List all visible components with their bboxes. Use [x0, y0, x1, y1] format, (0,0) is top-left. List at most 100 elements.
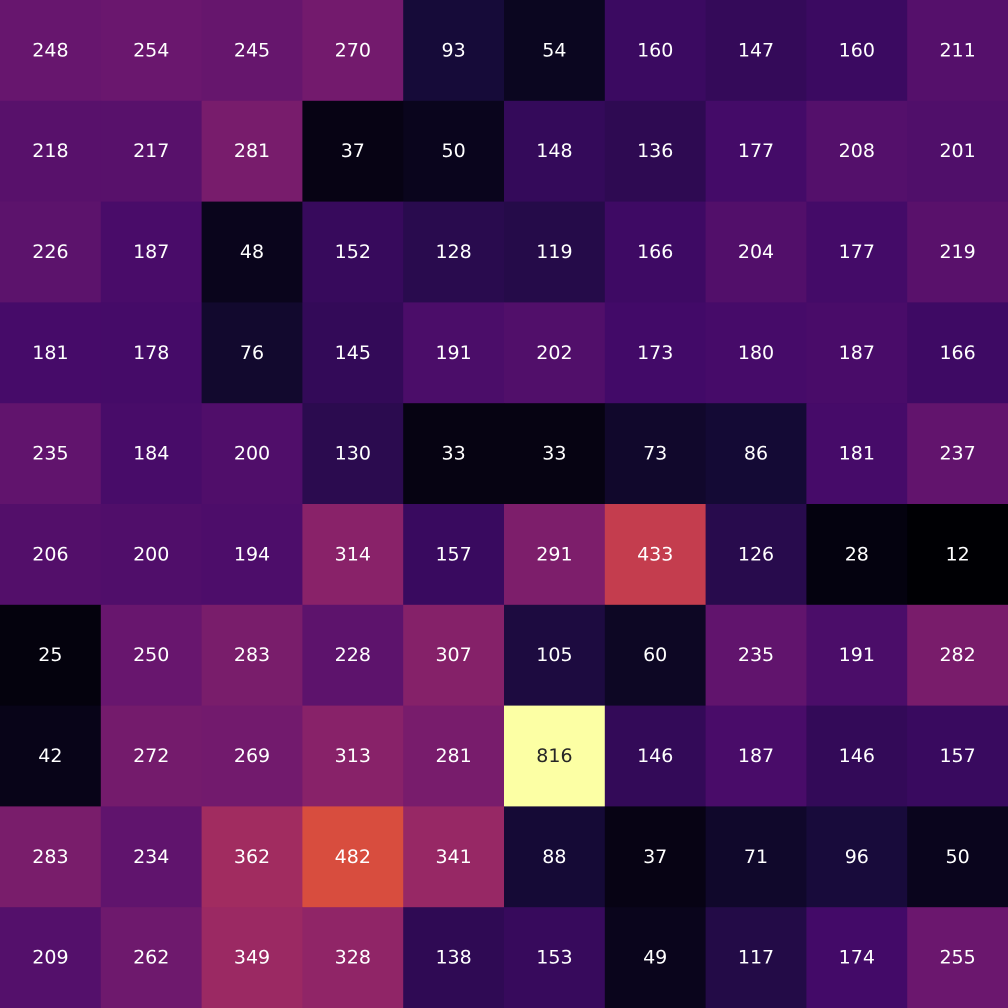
- heatmap-cell: [705, 907, 807, 1008]
- heatmap-cell-labels: 248 254 245 270 93 54 160 147 160 211 218 217 281 37 5…: [32, 39, 975, 968]
- heatmap-cell-label: 204: [738, 241, 774, 263]
- heatmap-cell-label: 37: [643, 846, 667, 868]
- heatmap-cell-label: 281: [234, 140, 270, 162]
- heatmap-cell-label: 181: [32, 342, 68, 364]
- heatmap-cell-label: 341: [435, 846, 471, 868]
- heatmap-cell: [302, 604, 404, 707]
- heatmap-cell-label: 48: [240, 241, 264, 263]
- heatmap-cell-label: 433: [637, 543, 673, 565]
- heatmap-cell-label: 54: [542, 39, 566, 61]
- heatmap-cell: [705, 403, 807, 505]
- heatmap-cell-label: 166: [637, 241, 673, 263]
- heatmap-cell: [907, 907, 1008, 1008]
- heatmap-cell-label: 250: [133, 644, 169, 666]
- heatmap-cell-label: 145: [335, 342, 371, 364]
- heatmap-cell-label: 28: [845, 543, 869, 565]
- heatmap-cell-label: 245: [234, 39, 270, 61]
- heatmap-cell-label: 73: [643, 443, 667, 465]
- heatmap-cell: [0, 806, 102, 908]
- heatmap-cell: [907, 403, 1008, 505]
- heatmap-cell: [100, 100, 203, 203]
- heatmap-cell: [100, 806, 203, 908]
- heatmap-cell: [302, 705, 404, 807]
- heatmap-cell: [705, 806, 807, 908]
- heatmap-cell: [806, 705, 908, 807]
- heatmap-cell-label: 281: [435, 745, 471, 767]
- heatmap-cell: [302, 403, 404, 505]
- heatmap-cell: [201, 806, 303, 908]
- heatmap-cell: [100, 0, 203, 102]
- heatmap-cell-label: 328: [335, 947, 371, 969]
- heatmap-cell-label: 282: [939, 644, 975, 666]
- heatmap-cell-label: 206: [32, 543, 68, 565]
- heatmap-cell-label: 283: [32, 846, 68, 868]
- heatmap-cell: [201, 100, 303, 203]
- heatmap-cell-label: 160: [839, 39, 875, 61]
- heatmap-cell: [604, 806, 707, 908]
- heatmap-cell: [201, 302, 303, 404]
- heatmap-cell-label: 816: [536, 745, 572, 767]
- heatmap-cell: [302, 907, 404, 1008]
- heatmap-cell: [0, 907, 102, 1008]
- heatmap-cell: [806, 907, 908, 1008]
- heatmap-cell: [907, 504, 1008, 606]
- heatmap-cell: [302, 302, 404, 404]
- heatmap-cell-label: 349: [234, 947, 270, 969]
- heatmap-cell: [0, 604, 102, 707]
- heatmap-cell: [100, 201, 203, 303]
- heatmap-cell: [403, 604, 505, 707]
- heatmap-cell-label: 187: [738, 745, 774, 767]
- heatmap-cell-label: 138: [435, 947, 471, 969]
- heatmap-cell-label: 234: [133, 846, 169, 868]
- heatmap-cell: [604, 100, 707, 203]
- heatmap-cell-label: 76: [240, 342, 264, 364]
- heatmap-cell: [806, 201, 908, 303]
- heatmap-cell: [201, 201, 303, 303]
- heatmap-cell: [100, 907, 203, 1008]
- heatmap-cell-label: 180: [738, 342, 774, 364]
- heatmap-cell-label: 248: [32, 39, 68, 61]
- heatmap-cell: [806, 0, 908, 102]
- heatmap-cell: [201, 705, 303, 807]
- heatmap-cell: [302, 100, 404, 203]
- heatmap-cell-label: 202: [536, 342, 572, 364]
- heatmap-cell: [201, 604, 303, 707]
- heatmap-cell-label: 194: [234, 543, 270, 565]
- heatmap-cell: [504, 504, 606, 606]
- heatmap-cell: [201, 0, 303, 102]
- heatmap-cell-label: 211: [939, 39, 975, 61]
- heatmap-cell: [504, 302, 606, 404]
- heatmap-cell: [100, 705, 203, 807]
- heatmap-cell-label: 136: [637, 140, 673, 162]
- heatmap-cell-label: 93: [442, 39, 466, 61]
- heatmap-cell-label: 147: [738, 39, 774, 61]
- heatmap-cell-label: 152: [335, 241, 371, 263]
- heatmap-cell: [806, 604, 908, 707]
- heatmap-cell: [0, 403, 102, 505]
- heatmap-cell-label: 269: [234, 745, 270, 767]
- heatmap-cell: [806, 504, 908, 606]
- heatmap-cell-label: 42: [38, 745, 62, 767]
- heatmap-cell: [0, 0, 102, 102]
- heatmap-cell-label: 160: [637, 39, 673, 61]
- heatmap-cell-label: 209: [32, 947, 68, 969]
- heatmap-cell: [302, 504, 404, 606]
- heatmap-cell-label: 96: [845, 846, 869, 868]
- heatmap-cell: [806, 302, 908, 404]
- heatmap-cell-label: 362: [234, 846, 270, 868]
- heatmap-cell: [403, 806, 505, 908]
- heatmap-cell: [0, 100, 102, 203]
- heatmap-cell-label: 128: [435, 241, 471, 263]
- heatmap-cell: [705, 201, 807, 303]
- heatmap-cell: [504, 403, 606, 505]
- heatmap-cell: [403, 201, 505, 303]
- heatmap-cell-label: 237: [939, 443, 975, 465]
- heatmap-cell: [907, 604, 1008, 707]
- heatmap-cell: [806, 806, 908, 908]
- heatmap-cell: [504, 806, 606, 908]
- heatmap-cell: [604, 504, 707, 606]
- heatmap-cell: [504, 100, 606, 203]
- heatmap-cell-label: 208: [839, 140, 875, 162]
